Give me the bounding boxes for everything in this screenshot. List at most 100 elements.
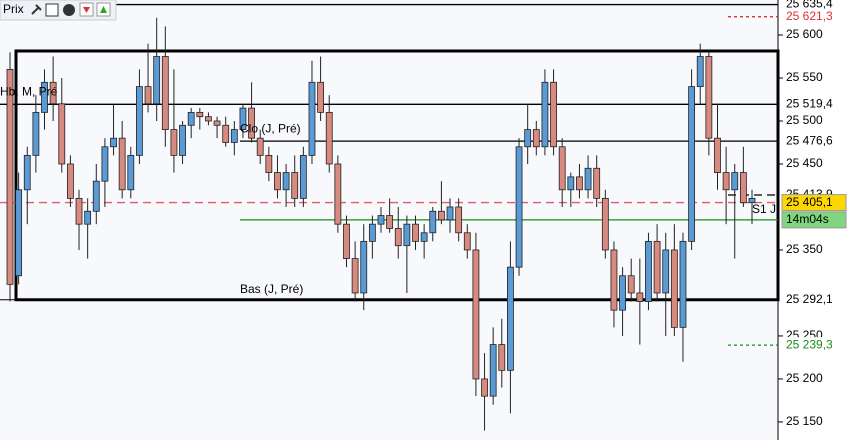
candle-body bbox=[196, 111, 204, 118]
candle-body bbox=[274, 172, 281, 191]
candle bbox=[136, 69, 143, 164]
up-arrow bbox=[100, 6, 107, 13]
candle bbox=[66, 155, 74, 207]
candle-body bbox=[368, 223, 376, 242]
candle bbox=[187, 108, 195, 139]
candle-body bbox=[6, 68, 14, 285]
candle bbox=[584, 155, 592, 199]
level-note: S1 J bbox=[752, 202, 776, 216]
candle-body bbox=[92, 180, 100, 212]
candle bbox=[394, 206, 402, 259]
candle bbox=[722, 146, 730, 225]
candle bbox=[291, 155, 299, 207]
candle-body bbox=[532, 129, 540, 148]
candle-body bbox=[66, 163, 74, 199]
candle bbox=[230, 120, 238, 156]
candle-body bbox=[23, 154, 31, 191]
y-tick-label: 25 150 bbox=[786, 414, 823, 428]
candle-body bbox=[515, 146, 523, 268]
candle bbox=[58, 77, 66, 173]
candle bbox=[282, 163, 290, 207]
candle-body bbox=[136, 86, 143, 156]
candle bbox=[343, 215, 350, 268]
wrench-icon[interactable] bbox=[31, 4, 42, 15]
price-label-bg bbox=[781, 211, 847, 229]
candle-body bbox=[153, 56, 161, 105]
candle bbox=[696, 43, 704, 104]
candle bbox=[507, 241, 514, 414]
price-label-bg bbox=[782, 96, 846, 113]
candle bbox=[127, 146, 135, 199]
price-label: 25 621,3 bbox=[786, 9, 833, 23]
candle bbox=[739, 146, 747, 207]
candle bbox=[317, 56, 325, 121]
candle-body bbox=[179, 124, 186, 156]
candle bbox=[437, 181, 445, 225]
candle-body bbox=[455, 206, 463, 234]
toolbar: Prix bbox=[0, 0, 117, 21]
candle bbox=[412, 215, 419, 250]
candle-body bbox=[739, 172, 747, 204]
candle bbox=[619, 267, 626, 336]
candle-body bbox=[127, 154, 135, 191]
level-note: Hb, M, Pré bbox=[0, 84, 58, 98]
candle-body bbox=[75, 197, 83, 225]
candle-body bbox=[317, 81, 325, 113]
candle bbox=[420, 224, 428, 259]
candle-body bbox=[679, 240, 687, 328]
candle bbox=[161, 26, 169, 147]
candle bbox=[463, 224, 471, 259]
candle-body bbox=[230, 129, 238, 143]
down-arrow bbox=[83, 7, 90, 13]
candle-body bbox=[308, 81, 316, 156]
candle-body bbox=[420, 232, 428, 242]
candle-body bbox=[58, 103, 66, 165]
y-tick-label: 25 550 bbox=[786, 70, 823, 84]
candle-body bbox=[144, 86, 152, 105]
window-icon[interactable] bbox=[45, 3, 59, 17]
candle-body bbox=[714, 137, 721, 173]
y-tick-label: 25 450 bbox=[786, 156, 823, 170]
candle bbox=[41, 69, 48, 130]
candle bbox=[386, 198, 394, 233]
candle-body bbox=[722, 172, 730, 191]
candle bbox=[153, 17, 161, 121]
candle bbox=[455, 198, 463, 242]
candle-body bbox=[394, 228, 402, 247]
candle-body bbox=[170, 129, 178, 156]
candle-body bbox=[463, 232, 471, 251]
candle bbox=[179, 120, 186, 164]
candle-body bbox=[334, 163, 342, 225]
y-tick-label: 25 500 bbox=[786, 113, 823, 127]
candle bbox=[213, 116, 221, 139]
candle-body bbox=[84, 210, 92, 225]
candle-body bbox=[584, 167, 592, 191]
candle bbox=[576, 163, 583, 199]
candle bbox=[541, 69, 549, 156]
candle bbox=[205, 112, 212, 126]
candle-body bbox=[265, 154, 273, 173]
candle-body bbox=[205, 116, 212, 122]
price-label-bg bbox=[782, 133, 846, 150]
candle bbox=[256, 129, 264, 164]
candle-body bbox=[49, 81, 57, 105]
candle-body bbox=[593, 167, 601, 199]
close-icon[interactable] bbox=[63, 4, 75, 16]
toolbar-title: Prix bbox=[3, 2, 24, 16]
candle bbox=[481, 353, 488, 431]
y-tick-label: 25 200 bbox=[786, 371, 823, 385]
candle-body bbox=[645, 240, 652, 302]
candle-body bbox=[101, 146, 109, 182]
candle bbox=[92, 163, 100, 225]
candle-body bbox=[41, 81, 48, 113]
candle-body bbox=[222, 124, 230, 143]
candle-body bbox=[541, 81, 549, 148]
candle bbox=[110, 103, 117, 156]
price-label-bg bbox=[782, 337, 846, 354]
candle bbox=[679, 232, 687, 362]
candle-body bbox=[498, 344, 506, 371]
candle-body bbox=[731, 172, 739, 191]
candle bbox=[75, 189, 83, 250]
candle-body bbox=[412, 223, 419, 242]
candle-body bbox=[213, 120, 221, 126]
